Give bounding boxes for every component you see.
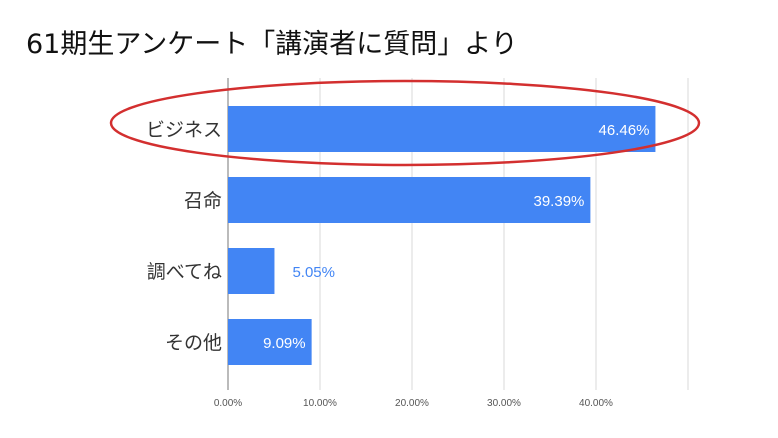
bar (228, 106, 656, 152)
x-tick-label: 0.00% (214, 398, 242, 409)
value-labels: 46.46% 39.39% 5.05% 9.09% (263, 122, 649, 352)
value-label: 9.09% (263, 335, 306, 352)
category-label: 召命 (184, 190, 222, 212)
bars (228, 106, 656, 365)
bar (228, 177, 591, 223)
highlight-ellipse-shape (109, 79, 701, 167)
page-title: 61期生アンケート「講演者に質問」より (26, 29, 518, 60)
bar (228, 248, 275, 294)
x-tick-label: 10.00% (303, 398, 337, 409)
value-label: 39.39% (534, 193, 585, 210)
x-tick-label: 40.00% (579, 398, 613, 409)
highlight-ellipse (109, 79, 701, 167)
x-tick-labels: 0.00% 10.00% 20.00% 30.00% 40.00% (214, 398, 613, 409)
bar (228, 319, 312, 365)
category-label: 調べてね (147, 261, 222, 283)
x-tick-label: 20.00% (395, 398, 429, 409)
category-label: ビジネス (146, 119, 222, 141)
value-label: 5.05% (292, 264, 335, 281)
x-tick-label: 30.00% (487, 398, 521, 409)
category-label: その他 (165, 332, 222, 354)
value-label: 46.46% (599, 122, 650, 139)
